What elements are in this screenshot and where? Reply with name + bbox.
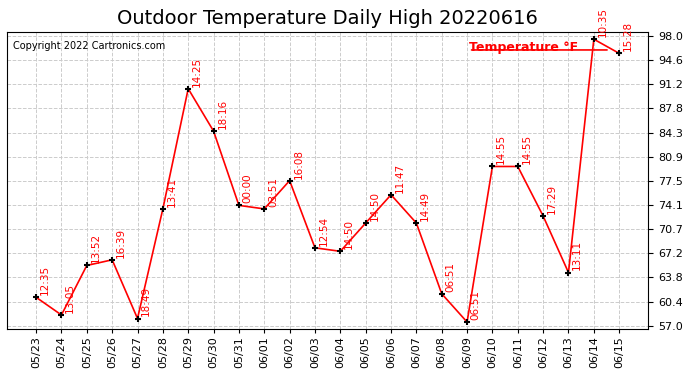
Text: 13:41: 13:41: [167, 177, 177, 207]
Text: 14:25: 14:25: [192, 57, 202, 87]
Text: 18:16: 18:16: [217, 99, 228, 129]
Text: 12:54: 12:54: [319, 216, 328, 246]
Text: 14:55: 14:55: [522, 134, 531, 164]
Text: 15:28: 15:28: [623, 21, 633, 51]
Text: 03:51: 03:51: [268, 177, 278, 207]
Text: Temperature °F: Temperature °F: [469, 41, 578, 54]
Text: 10:35: 10:35: [598, 7, 608, 37]
Text: 17:29: 17:29: [547, 184, 557, 214]
Text: 14:55: 14:55: [496, 134, 506, 164]
Text: 13:05: 13:05: [66, 283, 75, 313]
Text: 13:52: 13:52: [90, 233, 101, 263]
Text: 06:51: 06:51: [471, 290, 481, 320]
Text: 14:50: 14:50: [369, 191, 380, 221]
Text: 11:47: 11:47: [395, 162, 405, 193]
Text: 14:50: 14:50: [344, 219, 354, 249]
Text: 00:00: 00:00: [243, 174, 253, 203]
Text: 18:49: 18:49: [141, 286, 151, 316]
Title: Outdoor Temperature Daily High 20220616: Outdoor Temperature Daily High 20220616: [117, 9, 538, 28]
Text: Copyright 2022 Cartronics.com: Copyright 2022 Cartronics.com: [13, 41, 166, 51]
Text: 14:49: 14:49: [420, 191, 430, 221]
Text: 16:39: 16:39: [116, 228, 126, 258]
Text: 06:51: 06:51: [446, 262, 455, 292]
Text: 16:08: 16:08: [293, 148, 304, 178]
Text: 13:11: 13:11: [572, 240, 582, 270]
Text: 12:35: 12:35: [40, 265, 50, 295]
